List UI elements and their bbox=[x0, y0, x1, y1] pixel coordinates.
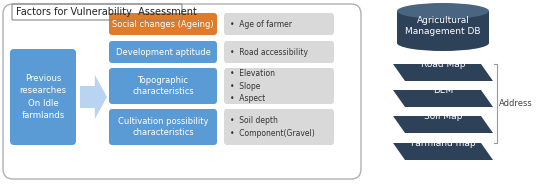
Bar bbox=[397, 11, 489, 43]
FancyBboxPatch shape bbox=[224, 109, 334, 145]
Text: DEM: DEM bbox=[433, 85, 453, 94]
Text: Development aptitude: Development aptitude bbox=[116, 47, 210, 56]
FancyBboxPatch shape bbox=[109, 68, 217, 104]
FancyBboxPatch shape bbox=[109, 109, 217, 145]
Bar bbox=[13, 5, 181, 19]
Text: •  Age of farmer: • Age of farmer bbox=[230, 19, 292, 28]
FancyBboxPatch shape bbox=[224, 68, 334, 104]
Text: •  Elevation
•  Slope
•  Aspect: • Elevation • Slope • Aspect bbox=[230, 69, 275, 103]
Text: Address: Address bbox=[499, 99, 533, 108]
FancyBboxPatch shape bbox=[224, 13, 334, 35]
Text: Previous
researches
On Idle
farmlands: Previous researches On Idle farmlands bbox=[20, 74, 66, 120]
Text: Topographic
characteristics: Topographic characteristics bbox=[132, 76, 194, 96]
Text: Factors for Vulnerability  Assessment: Factors for Vulnerability Assessment bbox=[16, 7, 197, 17]
FancyBboxPatch shape bbox=[224, 41, 334, 63]
FancyBboxPatch shape bbox=[3, 4, 361, 179]
FancyBboxPatch shape bbox=[109, 41, 217, 63]
Text: Farmland map: Farmland map bbox=[411, 139, 475, 148]
Text: •  Soil depth
•  Component(Gravel): • Soil depth • Component(Gravel) bbox=[230, 116, 315, 138]
FancyBboxPatch shape bbox=[109, 13, 217, 35]
Text: Road Map: Road Map bbox=[421, 59, 465, 68]
Polygon shape bbox=[393, 116, 493, 133]
Ellipse shape bbox=[397, 35, 489, 51]
Polygon shape bbox=[393, 64, 493, 81]
Text: •  Road accessibility: • Road accessibility bbox=[230, 47, 308, 56]
Text: Agricultural
Management DB: Agricultural Management DB bbox=[405, 16, 481, 36]
Ellipse shape bbox=[397, 3, 489, 19]
Polygon shape bbox=[80, 75, 107, 119]
FancyBboxPatch shape bbox=[10, 49, 76, 145]
Text: Social changes (Ageing): Social changes (Ageing) bbox=[112, 19, 214, 28]
Polygon shape bbox=[393, 90, 493, 107]
Text: Soil Map: Soil Map bbox=[424, 111, 462, 120]
Text: Cultivation possibility
characteristics: Cultivation possibility characteristics bbox=[118, 117, 208, 137]
Polygon shape bbox=[393, 143, 493, 160]
